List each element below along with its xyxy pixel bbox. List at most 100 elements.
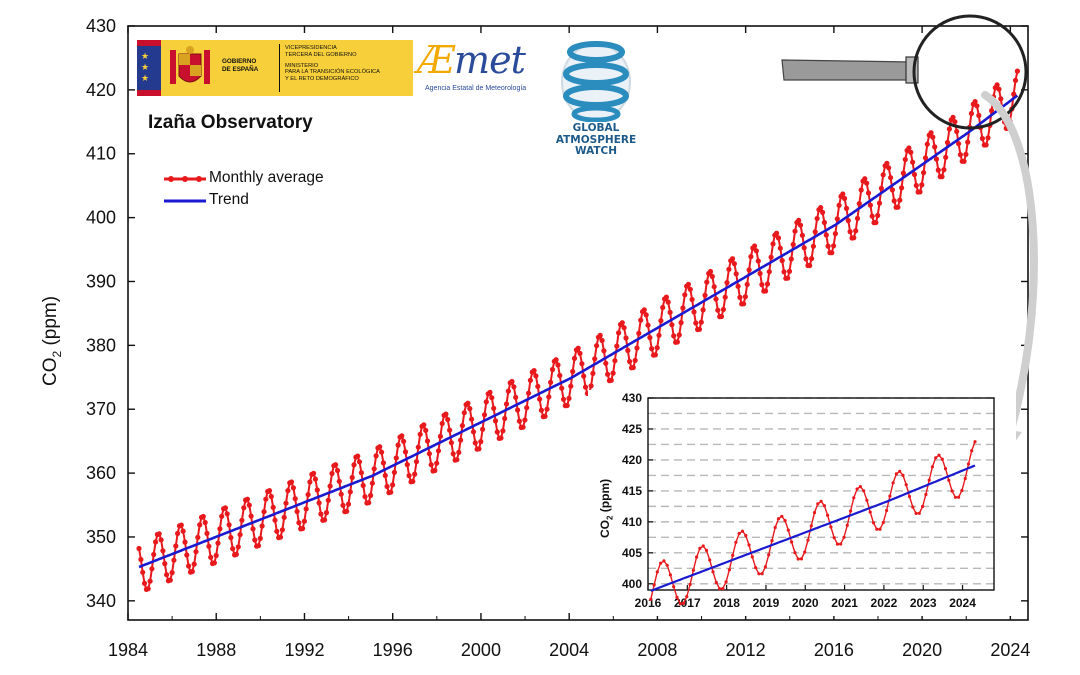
monthly-point xyxy=(876,200,883,206)
monthly-point xyxy=(742,294,749,300)
inset-monthly-point xyxy=(855,487,859,491)
monthly-point xyxy=(809,256,815,262)
chart-title: Izaña Observatory xyxy=(148,112,313,133)
monthly-point xyxy=(334,467,341,474)
monthly-point xyxy=(241,505,247,511)
monthly-point xyxy=(952,119,958,125)
monthly-point xyxy=(329,470,335,477)
monthly-point xyxy=(601,348,607,354)
inset-y-tick-label: 420 xyxy=(622,453,642,467)
monthly-point xyxy=(718,313,725,320)
monthly-point xyxy=(946,126,953,132)
monthly-point xyxy=(1012,77,1019,83)
inset-monthly-point xyxy=(904,483,908,487)
inset-monthly-point xyxy=(839,542,843,546)
monthly-point xyxy=(467,406,473,412)
monthly-point xyxy=(215,540,221,546)
monthly-point xyxy=(605,371,611,377)
inset-monthly-point xyxy=(675,595,679,600)
inset-monthly-point xyxy=(852,496,856,500)
monthly-point xyxy=(200,513,206,520)
monthly-point xyxy=(989,108,995,114)
inset-monthly-point xyxy=(875,527,879,531)
monthly-point xyxy=(921,170,927,176)
monthly-point xyxy=(799,232,806,238)
legend-label-monthly: Monthly average xyxy=(209,169,324,186)
monthly-point xyxy=(285,488,291,494)
x-tick-label: 1984 xyxy=(108,640,148,660)
monthly-point xyxy=(950,114,956,120)
inset-monthly-point xyxy=(943,467,948,471)
monthly-point xyxy=(623,335,629,341)
monthly-point xyxy=(963,151,969,157)
monthly-point xyxy=(542,413,548,419)
monthly-point xyxy=(731,261,738,267)
inset-x-tick-label: 2024 xyxy=(949,596,976,610)
monthly-point xyxy=(933,156,940,162)
monthly-point xyxy=(213,552,219,559)
inset-monthly-point xyxy=(731,553,735,558)
monthly-point xyxy=(1011,91,1017,97)
inset-y-tick-label: 400 xyxy=(622,577,642,591)
inset-x-tick-label: 2016 xyxy=(635,596,662,610)
monthly-point xyxy=(447,427,453,433)
monthly-point xyxy=(682,292,688,298)
monthly-point xyxy=(768,254,774,260)
x-tick-label: 2008 xyxy=(637,640,677,660)
inset-monthly-point xyxy=(835,542,840,546)
monthly-point xyxy=(266,488,273,494)
inset-monthly-point xyxy=(754,566,758,570)
monthly-point xyxy=(480,426,486,432)
inset-monthly-point xyxy=(652,583,656,587)
inset-monthly-point xyxy=(708,558,712,562)
monthly-point xyxy=(515,407,521,413)
monthly-point xyxy=(619,320,625,326)
monthly-point xyxy=(228,535,234,541)
monthly-point xyxy=(582,384,589,390)
series-trend xyxy=(138,94,1019,569)
monthly-point xyxy=(344,508,350,514)
inset-monthly-point xyxy=(783,519,787,523)
monthly-point xyxy=(204,530,210,537)
monthly-point xyxy=(845,218,851,224)
monthly-point xyxy=(384,483,390,490)
inset-monthly-point xyxy=(803,550,807,554)
monthly-point xyxy=(162,561,168,567)
monthly-point xyxy=(393,455,399,461)
monthly-point xyxy=(557,372,563,379)
monthly-point xyxy=(366,500,372,506)
monthly-point xyxy=(669,322,675,328)
inset-background xyxy=(588,390,1016,616)
monthly-point xyxy=(248,513,254,519)
inset-monthly-point xyxy=(849,509,853,513)
monthly-point xyxy=(311,470,317,476)
inset-monthly-point xyxy=(786,528,790,532)
inset-monthly-point xyxy=(688,582,692,587)
monthly-point xyxy=(439,420,445,427)
monthly-point xyxy=(404,462,410,468)
monthly-point xyxy=(698,319,704,325)
monthly-point xyxy=(428,462,434,468)
monthly-point xyxy=(851,235,857,241)
monthly-point xyxy=(908,149,914,155)
monthly-point xyxy=(448,440,454,446)
monthly-point xyxy=(456,449,462,455)
monthly-point xyxy=(755,258,761,264)
inset-y-tick-label: 405 xyxy=(622,546,642,560)
monthly-point xyxy=(423,427,429,433)
inset-monthly-point xyxy=(868,510,872,514)
monthly-point xyxy=(153,539,159,545)
inset-monthly-point xyxy=(704,548,709,553)
monthly-point xyxy=(965,139,971,145)
monthly-point xyxy=(406,473,412,479)
monthly-point xyxy=(391,469,397,475)
monthly-point xyxy=(230,546,236,552)
monthly-point xyxy=(454,457,460,463)
monthly-point xyxy=(443,411,449,417)
monthly-point xyxy=(272,517,278,523)
y-tick-label: 370 xyxy=(86,399,116,419)
inset-monthly-point xyxy=(668,573,673,577)
inset-monthly-point xyxy=(649,597,653,601)
